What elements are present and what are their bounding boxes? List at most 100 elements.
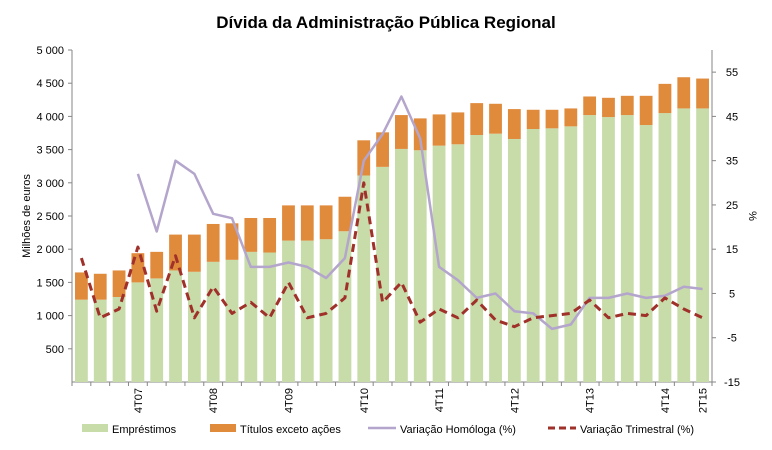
bar-titulos	[319, 205, 333, 240]
y-tick-label: 2 000	[36, 244, 64, 256]
bar-emprestimos	[376, 166, 389, 382]
bar-emprestimos	[602, 117, 615, 383]
x-tick-label: 4T14	[660, 388, 672, 413]
x-tick-label: 2T15	[698, 388, 710, 413]
legend-label: Variação Homóloga (%)	[400, 424, 516, 436]
y-tick-label: 5 000	[36, 45, 64, 57]
bar-emprestimos	[206, 261, 220, 382]
plot-layer: 500 1 000 1 500 2 000 2 500 3 000 3 500 4 000 4 …	[36, 45, 739, 413]
bar-titulos	[489, 103, 502, 134]
legend-swatch	[82, 424, 108, 432]
y-tick-label: 2 500	[36, 211, 64, 223]
bar-emprestimos	[413, 150, 427, 382]
y2-axis-title: %	[746, 211, 758, 221]
bar-titulos	[376, 132, 389, 167]
bar-emprestimos	[451, 144, 465, 382]
bar-titulos	[225, 223, 239, 260]
bar-emprestimos	[75, 299, 88, 382]
bar-titulos	[338, 196, 352, 232]
bar-titulos	[93, 273, 107, 300]
legend-swatch	[210, 424, 236, 432]
bar-emprestimos	[93, 299, 107, 382]
bar-titulos	[395, 115, 408, 149]
bar-titulos	[244, 217, 258, 252]
bar-emprestimos	[319, 239, 333, 382]
bar-titulos	[583, 96, 597, 116]
line-variacao-trimestral	[79, 181, 704, 329]
y-tick-label: 3 500	[36, 145, 64, 157]
x-tick-label: 4T12	[509, 388, 521, 413]
bar-emprestimos	[639, 125, 653, 383]
bar-titulos	[507, 109, 521, 139]
legend-label: Empréstimos	[112, 424, 177, 436]
y2-tick-label: 5	[729, 288, 735, 300]
bar-titulos	[112, 270, 126, 298]
x-tick-label: 4T13	[585, 388, 597, 413]
bar-titulos	[206, 223, 220, 262]
bar-emprestimos	[169, 270, 182, 382]
line-variacao-homologa	[136, 95, 703, 331]
legend: Empréstimos Títulos exceto ações Variação …	[82, 424, 694, 436]
y2-tick-label: 45	[726, 111, 738, 123]
bar-titulos	[300, 205, 314, 241]
bar-emprestimos	[470, 134, 484, 382]
x-tick-label: 4T08	[208, 388, 220, 413]
x-tick-label: 4T11	[434, 388, 446, 412]
bar-titulos	[526, 109, 540, 130]
x-tick-label: 4T10	[359, 388, 371, 413]
y-tick-label: 500	[46, 344, 64, 356]
bar-titulos	[639, 95, 653, 126]
bar-titulos	[357, 140, 371, 176]
bar-titulos	[75, 272, 88, 300]
x-tick-label: 4T09	[283, 388, 295, 413]
y2-tick-label: 55	[726, 67, 738, 79]
y2-tick-label: 15	[726, 244, 738, 256]
bar-emprestimos	[507, 138, 521, 382]
bar-emprestimos	[696, 108, 709, 382]
bar-emprestimos	[620, 115, 634, 383]
y2-tick-label: -15	[724, 377, 740, 389]
y-tick-label: 1 500	[36, 277, 64, 289]
bar-emprestimos	[263, 252, 277, 382]
bar-emprestimos	[395, 148, 408, 382]
bar-titulos	[658, 83, 672, 114]
bar-emprestimos	[545, 128, 559, 382]
bar-titulos	[413, 118, 427, 151]
bar-emprestimos	[583, 115, 597, 383]
bar-titulos	[282, 205, 295, 241]
bar-titulos	[564, 108, 578, 127]
legend-label: Variação Trimestral (%)	[580, 424, 694, 436]
bar-emprestimos	[300, 240, 314, 382]
y-tick-label: 3 000	[36, 178, 64, 190]
y2-tick-label: -5	[727, 333, 737, 345]
bar-emprestimos	[131, 282, 145, 382]
bar-titulos	[451, 112, 465, 145]
y-axis-title: Milhões de euros	[21, 174, 33, 258]
bar-emprestimos	[658, 113, 672, 382]
y2-tick-label: 35	[726, 156, 738, 168]
bar-emprestimos	[225, 259, 239, 382]
bar-titulos	[696, 78, 709, 109]
y2-tick-label: 25	[726, 200, 738, 212]
y-tick-label: 4 000	[36, 111, 64, 123]
bar-titulos	[545, 109, 559, 129]
bar-titulos	[470, 103, 484, 135]
bar-emprestimos	[244, 251, 258, 382]
chart-title: Dívida da Administração Pública Regional	[216, 13, 555, 32]
bar-titulos	[602, 97, 615, 118]
bar-emprestimos	[357, 175, 371, 382]
x-tick-label: 4T07	[133, 388, 145, 413]
bar-emprestimos	[282, 240, 295, 382]
bar-titulos	[677, 77, 691, 109]
bar-titulos	[263, 217, 277, 253]
bar-titulos	[187, 234, 201, 272]
legend-label: Títulos exceto ações	[240, 424, 341, 436]
bar-emprestimos	[564, 126, 578, 382]
bar-emprestimos	[112, 297, 126, 382]
bar-titulos	[150, 251, 164, 279]
bar-emprestimos	[187, 271, 201, 382]
y-tick-label: 1 000	[36, 311, 64, 323]
bar-titulos	[432, 114, 446, 146]
